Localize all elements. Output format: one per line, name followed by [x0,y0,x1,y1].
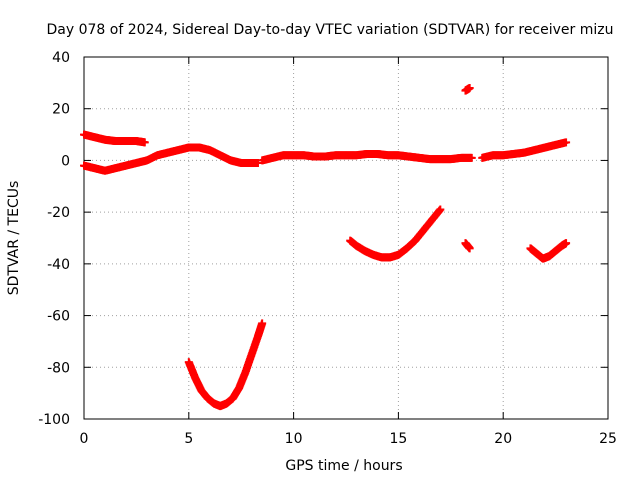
series-arc-c [258,149,476,165]
y-tick-label: -80 [47,360,70,376]
y-tick-label: -40 [47,257,70,273]
y-tick-label: -20 [47,205,70,221]
series-arc-f [346,205,445,262]
x-tick-label: 25 [599,431,617,447]
y-tick-label: -60 [47,309,70,325]
data-point [465,244,474,253]
data-point [436,205,445,214]
data-point [140,138,149,147]
x-tick-label: 15 [389,431,407,447]
x-tick-labels: 0 5 10 15 20 25 [80,431,617,447]
y-tick-labels: -100 -80 -60 -40 -20 0 20 40 [38,50,70,428]
series-arc-d [478,138,571,162]
y-tick-label: 20 [52,102,70,118]
x-tick-label: 20 [494,431,512,447]
data-point [465,84,474,93]
x-tick-label: 10 [285,431,303,447]
data-point [562,239,571,248]
tick-layer [83,56,609,420]
plot-frame [83,56,609,420]
data-point [562,138,571,147]
y-tick-label: -100 [38,412,70,428]
y-axis-label: SDTVAR / TECUs [6,181,22,296]
data-points [80,84,571,411]
x-axis-label: GPS time / hours [285,458,402,474]
series-arc-e [184,319,267,411]
series-arc-a [80,130,149,147]
y-tick-label: 40 [52,50,70,66]
x-tick-label: 0 [80,431,89,447]
grid-layer [84,57,608,419]
data-point [258,319,267,328]
data-point [467,153,476,162]
chart-title: Day 078 of 2024, Sidereal Day-to-day VTE… [47,22,614,38]
series-arc-b [80,143,262,175]
series-arc-i [526,239,571,263]
data-point [253,159,262,168]
series-arc-g [461,239,474,253]
x-tick-label: 5 [184,431,193,447]
y-tick-label: 0 [61,153,70,169]
series-arc-h [461,84,474,95]
